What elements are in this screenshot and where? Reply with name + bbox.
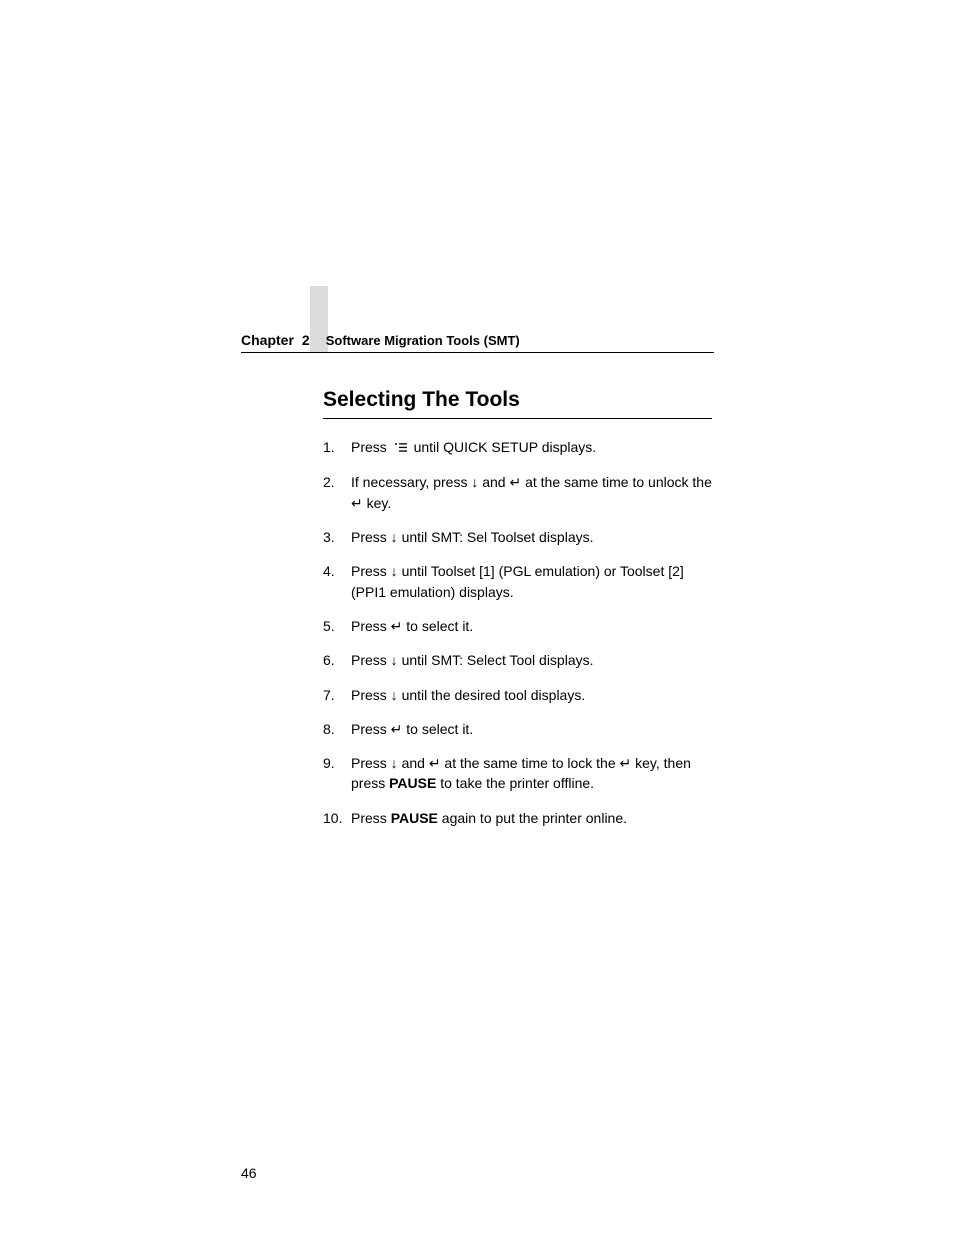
step-text-post: to take the printer offline. bbox=[436, 775, 594, 791]
section-heading: Selecting The Tools bbox=[323, 388, 712, 419]
step-item: 2. If necessary, press ↓ and ↵ at the sa… bbox=[323, 472, 712, 513]
step-text: Press ↓ until Toolset [1] (PGL emulation… bbox=[351, 561, 712, 602]
step-text: If necessary, press ↓ and ↵ at the same … bbox=[351, 472, 712, 513]
step-item: 9. Press ↓ and ↵ at the same time to loc… bbox=[323, 753, 712, 794]
step-text: Press ↵ to select it. bbox=[351, 719, 712, 739]
step-text: Press ↓ until SMT: Select Tool displays. bbox=[351, 650, 712, 670]
step-item: 8. Press ↵ to select it. bbox=[323, 719, 712, 739]
step-number: 2. bbox=[323, 472, 351, 513]
pause-keyword: PAUSE bbox=[391, 810, 438, 826]
step-item: 5. Press ↵ to select it. bbox=[323, 616, 712, 636]
step-text-post: until QUICK SETUP displays. bbox=[414, 439, 597, 455]
chapter-header: Chapter 2 Software Migration Tools (SMT) bbox=[241, 332, 714, 353]
step-number: 9. bbox=[323, 753, 351, 794]
step-item: 6. Press ↓ until SMT: Select Tool displa… bbox=[323, 650, 712, 670]
step-number: 3. bbox=[323, 527, 351, 547]
step-number: 10. bbox=[323, 808, 351, 828]
chapter-label: Chapter bbox=[241, 332, 294, 348]
content-body: Selecting The Tools 1. Press until QUICK… bbox=[323, 388, 712, 842]
step-item: 4. Press ↓ until Toolset [1] (PGL emulat… bbox=[323, 561, 712, 602]
step-text-post: again to put the printer online. bbox=[438, 810, 627, 826]
step-item: 3. Press ↓ until SMT: Sel Toolset displa… bbox=[323, 527, 712, 547]
page-number: 46 bbox=[241, 1165, 257, 1181]
chapter-number: 2 bbox=[302, 332, 310, 348]
step-text: Press ↓ and ↵ at the same time to lock t… bbox=[351, 753, 712, 794]
step-text: Press ↵ to select it. bbox=[351, 616, 712, 636]
step-number: 5. bbox=[323, 616, 351, 636]
chapter-title: Software Migration Tools (SMT) bbox=[326, 333, 520, 348]
step-number: 4. bbox=[323, 561, 351, 602]
step-text: Press ↓ until SMT: Sel Toolset displays. bbox=[351, 527, 712, 547]
pause-keyword: PAUSE bbox=[389, 775, 436, 791]
step-item: 7. Press ↓ until the desired tool displa… bbox=[323, 685, 712, 705]
step-number: 7. bbox=[323, 685, 351, 705]
menu-icon bbox=[394, 438, 407, 458]
step-number: 6. bbox=[323, 650, 351, 670]
step-number: 8. bbox=[323, 719, 351, 739]
step-text-pre: Press bbox=[351, 439, 391, 455]
page-container: Chapter 2 Software Migration Tools (SMT)… bbox=[0, 0, 954, 1235]
step-text: Press ↓ until the desired tool displays. bbox=[351, 685, 712, 705]
step-number: 1. bbox=[323, 437, 351, 458]
step-text: Press PAUSE again to put the printer onl… bbox=[351, 808, 712, 828]
step-text-pre: Press bbox=[351, 810, 391, 826]
step-item: 1. Press until QUICK SETUP displays. bbox=[323, 437, 712, 458]
step-item: 10. Press PAUSE again to put the printer… bbox=[323, 808, 712, 828]
step-text: Press until QUICK SETUP displays. bbox=[351, 437, 712, 458]
